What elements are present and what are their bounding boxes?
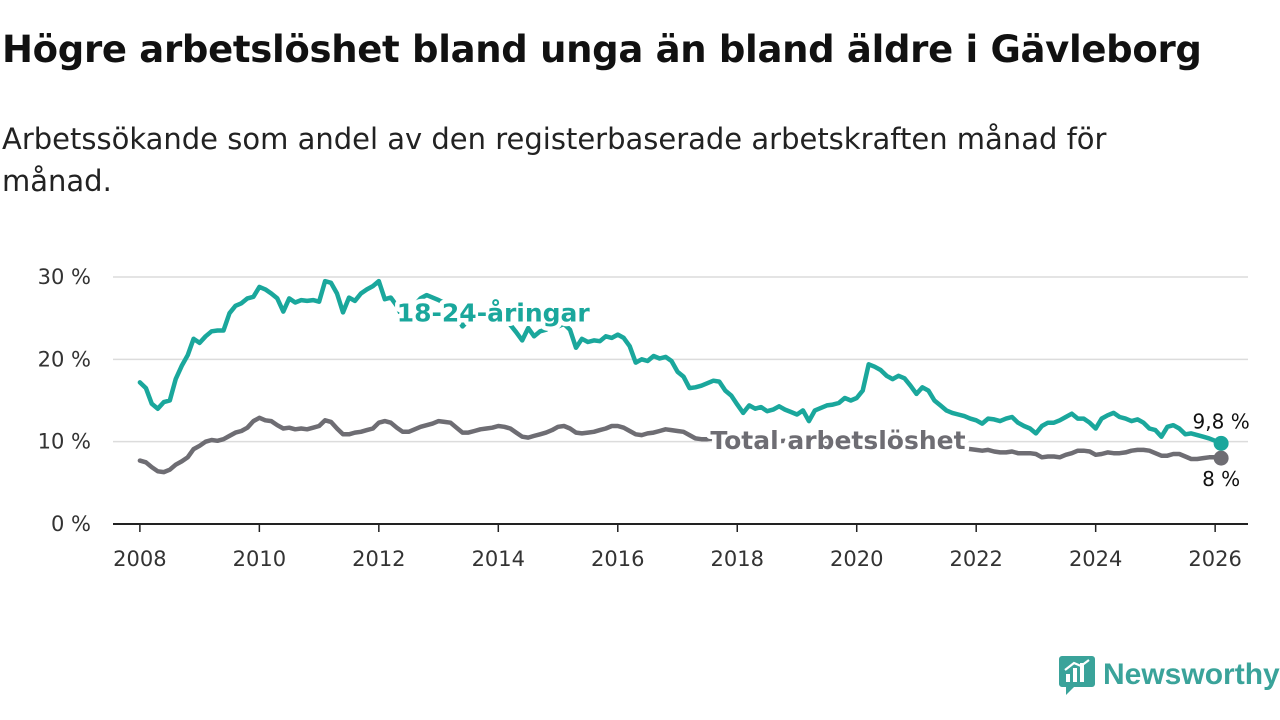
x-tick-label: 2012 [352, 547, 405, 571]
brand-name: Newsworthy [1103, 658, 1280, 691]
x-tick-label: 2010 [233, 547, 286, 571]
gridlines [113, 276, 1248, 443]
series-end-point-1 [1213, 450, 1229, 466]
x-tick-label: 2008 [113, 547, 166, 571]
x-tick-label: 2020 [830, 547, 883, 571]
y-tick-label: 10 % [38, 430, 91, 454]
x-tick-label: 2018 [711, 547, 764, 571]
chart-title: Högre arbetslöshet bland unga än bland ä… [2, 28, 1202, 71]
x-tick-label: 2016 [591, 547, 644, 571]
series-end-label-0: 9,8 % [1193, 409, 1250, 433]
x-tick-label: 2014 [472, 547, 525, 571]
series-lines [137, 278, 1229, 475]
series-labels: 18-24-åringar Total arbetslöshet 9,8 % 8 % [392, 294, 1252, 494]
x-tick-label: 2026 [1188, 547, 1241, 571]
x-tick-label: 2022 [949, 547, 1002, 571]
series-label-1: Total arbetslöshet [710, 426, 965, 455]
newsworthy-logo-icon [1059, 656, 1095, 695]
series-line-0 [137, 278, 1224, 446]
chart-subtitle: Arbetssökande som andel av den registerb… [2, 122, 1107, 198]
y-tick-label: 20 % [38, 347, 91, 371]
series-line-1 [137, 415, 1224, 475]
series-end-label-1: 8 % [1202, 467, 1240, 491]
x-tick-label: 2024 [1069, 547, 1122, 571]
y-tick-label: 30 % [38, 265, 91, 289]
x-axis-ticks: 2008 2010 2012 2014 2016 2018 2020 2022 2024 2026 [113, 523, 1248, 571]
y-tick-label: 0 % [51, 512, 91, 536]
y-axis-ticks: 0 % 10 % 20 % 30 % [38, 265, 91, 536]
newsworthy-brand: Newsworthy [1059, 654, 1280, 696]
series-end-point-0 [1213, 435, 1229, 451]
series-label-0: 18-24-åringar [397, 298, 591, 327]
